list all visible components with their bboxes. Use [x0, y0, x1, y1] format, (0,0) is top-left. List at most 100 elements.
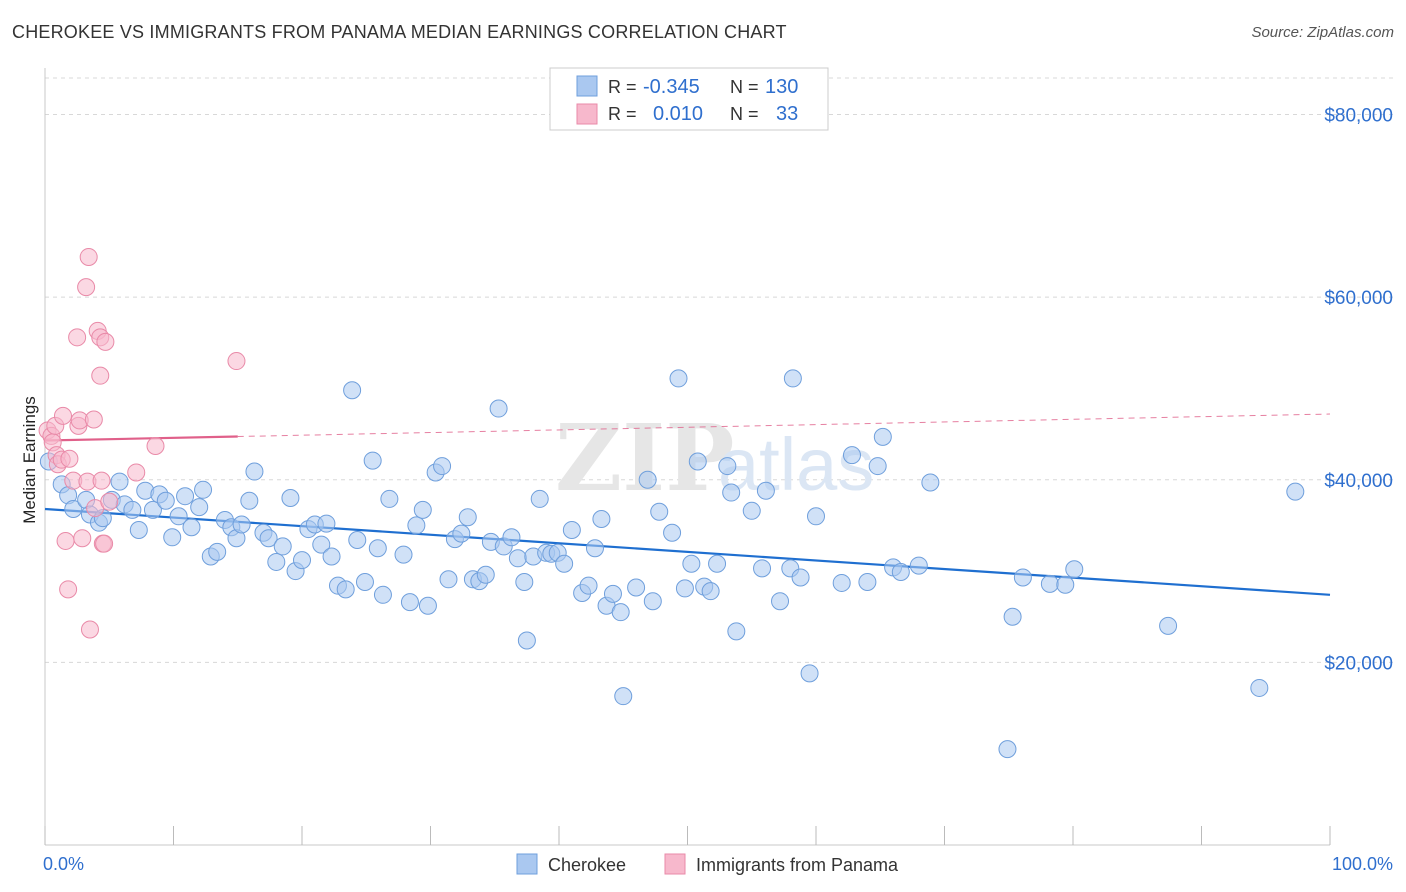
legend-swatch-panama [576, 103, 598, 125]
cherokee-point [458, 508, 477, 527]
legend-label-cherokee: Cherokee [548, 855, 626, 875]
cherokee-point [753, 559, 772, 578]
cherokee-point [1056, 575, 1075, 594]
cherokee-point [858, 573, 877, 592]
panama-point [100, 492, 119, 511]
cherokee-point [380, 489, 399, 508]
source-label: Source: ZipAtlas.com [1251, 24, 1394, 41]
cherokee-point [245, 462, 264, 481]
cherokee-point [433, 457, 452, 476]
cherokee-point [240, 491, 259, 510]
panama-point [68, 328, 87, 347]
cherokee-point [281, 489, 300, 508]
cherokee-point [515, 573, 534, 592]
cherokee-point [169, 507, 188, 526]
panama-point [84, 410, 103, 429]
legend-n-label: N = [730, 77, 759, 97]
panama-point [227, 352, 246, 371]
legend-n-value: 130 [765, 76, 798, 98]
cherokee-point [267, 552, 286, 571]
cherokee-point [373, 585, 392, 604]
x-tick-labels: 0.0% 100.0% [43, 854, 1393, 874]
cherokee-point [727, 622, 746, 641]
legend-swatch-cherokee [516, 853, 538, 875]
panama-point [79, 247, 98, 266]
y-tick-labels: $20,000 $40,000 $60,000 $80,000 [1324, 106, 1393, 675]
legend-swatch-panama [664, 853, 686, 875]
cherokee-point [64, 499, 83, 518]
cherokee-point [407, 516, 426, 535]
cherokee-point [688, 452, 707, 471]
cherokee-point [517, 631, 536, 650]
legend-r-value: 0.010 [653, 103, 703, 125]
cherokee-point [921, 473, 940, 492]
cherokee-point [123, 500, 142, 519]
cherokee-point [1286, 482, 1305, 501]
watermark-zip: ZIP [555, 404, 734, 512]
cherokee-point [355, 573, 374, 592]
cherokee-point [418, 596, 437, 615]
cherokee-point [273, 537, 292, 556]
cherokee-point [722, 483, 741, 502]
panama-point [146, 436, 165, 455]
cherokee-point [742, 501, 761, 520]
watermark: ZIP atlas [555, 404, 874, 512]
cherokee-point [1040, 574, 1059, 593]
panama-point [96, 332, 115, 351]
cherokee-point [317, 514, 336, 533]
panama-point [77, 278, 96, 297]
watermark-atlas: atlas [718, 423, 874, 506]
cherokee-point [832, 573, 851, 592]
cherokee-point [771, 592, 790, 611]
x-tick-label: 100.0% [1332, 854, 1393, 874]
cherokee-point [638, 470, 657, 489]
gridlines [45, 77, 1395, 663]
cherokee-point [579, 576, 598, 595]
cherokee-point [555, 554, 574, 573]
cherokee-point [143, 500, 162, 519]
cherokee-point [873, 427, 892, 446]
legend-r-value: -0.345 [643, 76, 700, 98]
cherokee-point [163, 528, 182, 547]
panama-point [91, 366, 110, 385]
cherokee-point [891, 562, 910, 581]
top-legend: R = -0.345 N = 130 R = 0.010 N = 33 [549, 67, 829, 131]
cherokee-point [675, 579, 694, 598]
trend-lines [44, 413, 1331, 596]
cherokee-point [232, 515, 251, 534]
cherokee-point [614, 687, 633, 706]
cherokee-point [1003, 607, 1022, 626]
cherokee-point [508, 549, 527, 568]
cherokee-point [343, 381, 362, 400]
axes [44, 68, 1331, 846]
panama-point [60, 449, 79, 468]
cherokee-points [39, 369, 1305, 759]
panama-point [53, 406, 72, 425]
y-tick-label: $80,000 [1324, 106, 1393, 127]
panama-point [73, 529, 92, 548]
panama-point [127, 463, 146, 482]
cherokee-point [1159, 616, 1178, 635]
panama-trend-line [44, 435, 238, 442]
cherokee-point [650, 502, 669, 521]
cherokee-point [592, 510, 611, 529]
bottom-legend: Cherokee Immigrants from Panama [516, 853, 899, 875]
cherokee-point [156, 491, 175, 510]
cherokee-point [1250, 678, 1269, 697]
y-tick-label: $60,000 [1324, 288, 1393, 309]
legend-r-label: R = [608, 104, 637, 124]
cherokee-point [176, 487, 195, 506]
cherokee-point [701, 582, 720, 601]
cherokee-point [708, 554, 727, 573]
cherokee-point [1065, 560, 1084, 579]
cherokee-point [489, 399, 508, 418]
cherokee-point [129, 520, 148, 539]
panama-point [80, 620, 99, 639]
cherokee-point [998, 740, 1017, 759]
cherokee-point [363, 451, 382, 470]
cherokee-point [312, 535, 331, 554]
cherokee-point [413, 500, 432, 519]
cherokee-point [783, 369, 802, 388]
cherokee-point [611, 603, 630, 622]
